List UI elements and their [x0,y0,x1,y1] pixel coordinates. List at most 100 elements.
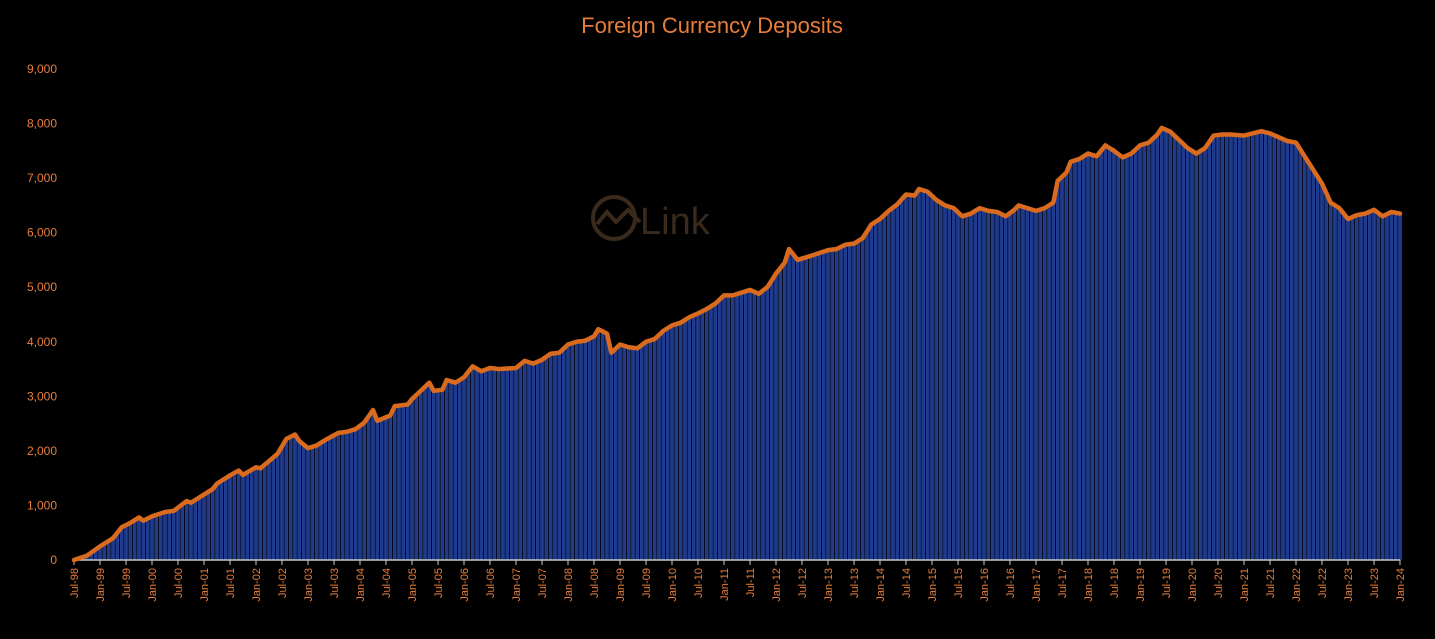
series-line [71,125,1403,563]
bar [319,442,323,561]
bar [1055,180,1060,561]
bar [808,255,813,561]
bar [202,494,206,561]
bar [1341,213,1346,561]
bar [631,347,635,561]
bar [189,502,193,561]
bar [709,306,713,561]
y-tick-label: 8,000 [27,117,57,131]
bar [1094,156,1099,561]
bar [566,344,570,561]
bar [1389,211,1394,561]
bar [1289,141,1294,561]
bar [1367,211,1372,561]
x-tick-label: Jul-17 [1057,568,1069,598]
bar [795,259,800,561]
bar [1129,153,1134,561]
bar [301,444,306,561]
bar [674,323,679,561]
bar [462,377,466,561]
bar [366,416,371,561]
bar [847,243,852,561]
x-tick-label: Jul-16 [1005,568,1017,598]
x-tick-label: Jan-12 [771,568,783,602]
bar [639,344,644,561]
bar [245,472,250,561]
bar [618,344,622,561]
bar [418,390,423,561]
bar [1333,205,1337,561]
x-tick-label: Jan-23 [1343,568,1355,602]
bar [1086,153,1090,561]
y-tick-label: 6,000 [27,226,57,240]
bar [184,500,189,561]
bar [1250,133,1255,561]
bar [899,199,904,561]
bar [856,240,861,561]
x-tick-label: Jul-98 [69,568,81,598]
x-tick-label: Jan-00 [147,568,159,602]
x-tick-label: Jul-09 [641,568,653,598]
bar [670,325,674,561]
bar [1385,213,1389,561]
bar [223,477,228,561]
bar [1125,155,1129,561]
bar [769,280,774,561]
y-axis: 0 1,000 2,000 3,000 4,000 5,000 6,000 7,000 8,00… [27,62,57,567]
bar [1008,212,1012,561]
bar [1203,147,1207,561]
bar [1107,147,1112,561]
bar [267,460,271,561]
bar [444,379,449,561]
x-tick-label: Jan-18 [1083,568,1095,602]
watermark-logo: Link [591,195,711,243]
bar [713,303,718,561]
bar [756,293,761,561]
bar [158,513,163,561]
x-tick-label: Jul-99 [121,568,133,598]
y-tick-label: 7,000 [27,171,57,185]
bar [531,363,536,561]
bar [397,405,401,561]
y-tick-label: 3,000 [27,389,57,403]
x-tick-label: Jan-20 [1187,568,1199,602]
bar [410,398,414,561]
bar [1168,131,1173,561]
bar [691,315,696,561]
bar [275,453,280,561]
bar [1380,216,1385,561]
x-tick-label: Jul-11 [745,568,757,597]
bar [132,519,137,561]
bar [1038,209,1043,561]
x-tick-label: Jan-99 [95,568,107,602]
bar [648,340,653,561]
bar [1229,134,1233,561]
bar [1073,160,1077,561]
x-tick-label: Jul-23 [1369,568,1381,598]
x-tick-label: Jul-04 [381,568,393,598]
bar [492,368,497,561]
bar [232,472,237,561]
bar [904,194,908,561]
bar [1372,209,1376,561]
bar [592,336,596,561]
bar [1198,150,1203,561]
x-tick-label: Jul-10 [693,568,705,598]
chart-title: Foreign Currency Deposits [581,13,843,38]
bar [791,254,796,561]
bar [726,295,731,561]
bar [908,194,913,561]
x-tick-label: Jan-02 [251,568,263,602]
bar [817,252,822,561]
x-tick-label: Jul-19 [1161,568,1173,598]
x-tick-label: Jul-21 [1265,568,1277,598]
bar [1393,212,1398,561]
x-tick-label: Jul-05 [433,568,445,598]
bar [1190,150,1194,561]
bar [1155,134,1160,561]
bar [986,210,991,561]
bar [440,389,445,561]
bar [1354,215,1359,561]
x-tick-label: Jan-10 [667,568,679,602]
